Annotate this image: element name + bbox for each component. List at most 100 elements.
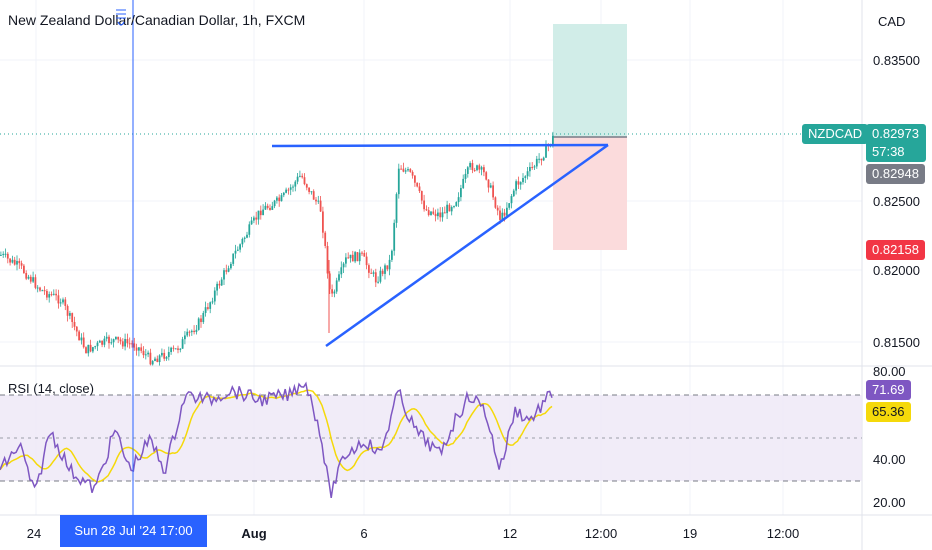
candle-body bbox=[227, 268, 230, 272]
time-label: 12 bbox=[502, 526, 518, 541]
last-price-value: 0.82973 bbox=[872, 126, 919, 141]
candle-body bbox=[342, 263, 345, 268]
candle-body bbox=[292, 186, 294, 188]
candle-body bbox=[6, 253, 9, 259]
candle-body bbox=[363, 253, 366, 257]
candle-body bbox=[119, 339, 122, 342]
candle-body bbox=[432, 211, 435, 214]
candle-body bbox=[492, 185, 494, 198]
candle-body bbox=[71, 313, 74, 323]
support-trendline[interactable] bbox=[325, 143, 609, 348]
candle-body bbox=[41, 290, 44, 292]
candle-body bbox=[266, 205, 269, 208]
candle-body bbox=[427, 210, 430, 216]
candle-body bbox=[379, 270, 382, 282]
candle-body bbox=[464, 173, 467, 179]
candle-body bbox=[280, 195, 283, 202]
rsi-title[interactable]: RSI (14, close) bbox=[8, 381, 94, 396]
time-label: 24 bbox=[26, 526, 42, 541]
entry-price-tag[interactable]: 0.82948 bbox=[866, 164, 925, 184]
candle-body bbox=[188, 331, 191, 333]
candle-body bbox=[269, 207, 271, 210]
candle-body bbox=[476, 165, 478, 171]
candle-body bbox=[301, 175, 304, 178]
candle-body bbox=[471, 163, 474, 171]
candle-body bbox=[36, 287, 39, 289]
candle-body bbox=[439, 212, 442, 218]
candle-body bbox=[508, 203, 511, 208]
candle-body bbox=[326, 245, 329, 274]
candle-body bbox=[340, 267, 343, 275]
candle-body bbox=[211, 301, 214, 303]
candle-body bbox=[418, 186, 421, 192]
resistance-trendline[interactable] bbox=[271, 143, 609, 148]
candle-body bbox=[151, 361, 154, 365]
candle-body bbox=[540, 158, 543, 161]
candle-body bbox=[216, 283, 218, 291]
candle-body bbox=[296, 176, 299, 182]
candle-body bbox=[225, 270, 228, 272]
candle-body bbox=[138, 347, 140, 351]
candle-body bbox=[257, 210, 260, 220]
candle-body bbox=[202, 312, 205, 323]
candle-body bbox=[186, 331, 189, 336]
currency-label[interactable]: CAD bbox=[878, 14, 906, 29]
candle-body bbox=[39, 287, 41, 291]
price-tick: 0.83500 bbox=[873, 53, 920, 68]
candle-body bbox=[174, 348, 177, 350]
candle-body bbox=[271, 206, 274, 210]
candle-body bbox=[278, 197, 281, 202]
candle-body bbox=[303, 177, 306, 185]
rsi-value-tag[interactable]: 71.69 bbox=[866, 380, 911, 400]
candle-body bbox=[181, 339, 184, 349]
candle-body bbox=[437, 212, 439, 217]
candle-body bbox=[135, 347, 138, 351]
candle-body bbox=[282, 192, 285, 196]
candle-body bbox=[103, 338, 106, 345]
candle-body bbox=[248, 224, 251, 235]
candle-body bbox=[92, 347, 94, 352]
candle-body bbox=[480, 167, 483, 170]
candle-body bbox=[20, 263, 23, 266]
candle-body bbox=[473, 170, 476, 172]
candle-body bbox=[434, 213, 437, 217]
time-label: 19 bbox=[682, 526, 698, 541]
candle-body bbox=[395, 194, 398, 223]
candle-body bbox=[158, 355, 161, 363]
candle-body bbox=[361, 252, 363, 254]
symbol-tag[interactable]: NZDCAD bbox=[802, 124, 869, 144]
candle-body bbox=[149, 352, 152, 365]
candle-body bbox=[478, 165, 481, 170]
candle-body bbox=[515, 181, 517, 191]
candle-body bbox=[262, 209, 264, 216]
fib-tool-icon[interactable] bbox=[115, 8, 127, 30]
rsi-ma-tag[interactable]: 65.36 bbox=[866, 402, 911, 422]
last-price-tag[interactable]: 0.82973 57:38 bbox=[866, 124, 926, 162]
candle-body bbox=[425, 209, 428, 211]
candle-body bbox=[351, 254, 354, 262]
candle-body bbox=[494, 197, 497, 208]
candle-body bbox=[457, 197, 460, 203]
candle-body bbox=[391, 250, 393, 260]
chart-title[interactable]: New Zealand Dollar/Canadian Dollar, 1h, … bbox=[8, 12, 306, 28]
candle-body bbox=[52, 293, 55, 295]
candle-body bbox=[43, 290, 46, 292]
candle-body bbox=[386, 265, 389, 270]
candle-body bbox=[503, 212, 506, 216]
candle-body bbox=[397, 168, 400, 195]
candle-body bbox=[328, 273, 331, 290]
candle-body bbox=[204, 307, 207, 313]
candle-body bbox=[66, 305, 69, 316]
candle-body bbox=[29, 276, 32, 282]
stop-zone[interactable] bbox=[553, 137, 627, 250]
candle-body bbox=[13, 259, 16, 265]
candle-body bbox=[414, 175, 416, 183]
candle-body bbox=[409, 169, 412, 172]
candle-body bbox=[317, 200, 320, 202]
stop-price-tag[interactable]: 0.82158 bbox=[866, 240, 925, 260]
target-zone[interactable] bbox=[553, 24, 627, 137]
candle-body bbox=[161, 352, 163, 356]
candle-body bbox=[110, 342, 113, 344]
